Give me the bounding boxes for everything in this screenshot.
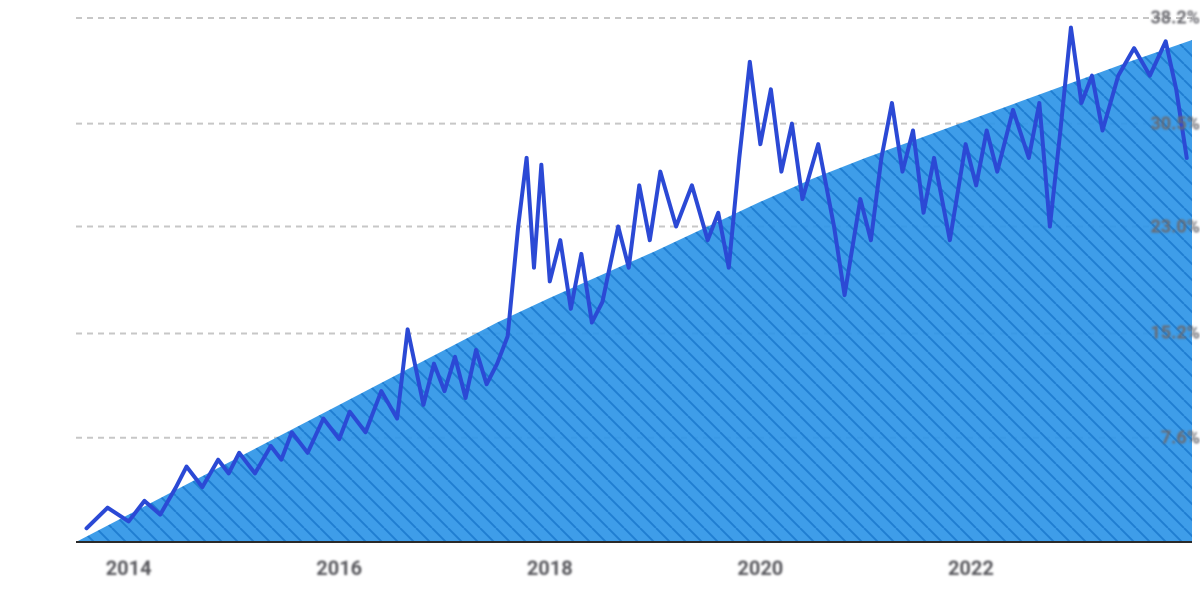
x-tick-label: 2022 xyxy=(948,556,994,580)
y-tick-label: 15.2% xyxy=(1134,323,1200,344)
y-tick-label: 7.6% xyxy=(1134,427,1200,448)
area-series xyxy=(76,40,1192,542)
y-tick-label: 38.2% xyxy=(1134,8,1200,29)
x-tick-label: 2016 xyxy=(316,556,362,580)
x-tick-label: 2018 xyxy=(527,556,573,580)
y-tick-label: 30.5% xyxy=(1134,113,1200,134)
chart-svg xyxy=(0,0,1200,599)
y-tick-label: 23.0% xyxy=(1134,216,1200,237)
x-axis-labels: 2014 2016 2018 2020 2022 xyxy=(0,556,1200,596)
x-tick-label: 2020 xyxy=(737,556,783,580)
x-tick-label: 2014 xyxy=(106,556,152,580)
time-series-chart: 7.6% 15.2% 23.0% 30.5% 38.2% 2014 2016 2018 202… xyxy=(0,0,1200,599)
